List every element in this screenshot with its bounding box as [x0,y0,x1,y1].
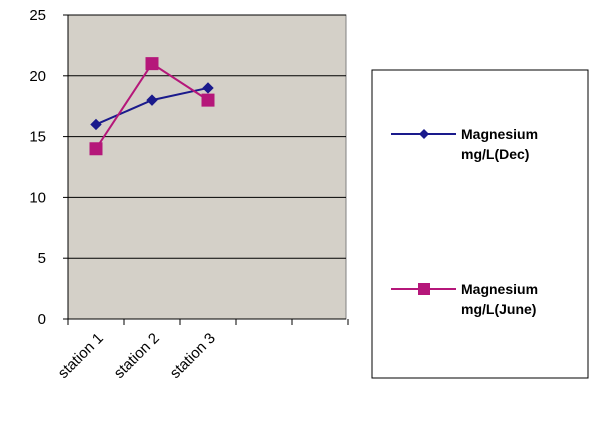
gridlines [68,14,346,259]
legend: Magnesium mg/L(Dec) Magnesium mg/L(June) [371,69,589,379]
y-tick-label: 10 [29,189,46,206]
y-tick-label: 5 [38,250,46,267]
y-tick-label: 0 [38,311,46,328]
y-axis-ticks: 0 5 10 15 20 25 [29,7,68,328]
series-group [89,57,215,156]
data-point-square [145,57,159,71]
x-category-label: station 2 [111,330,163,382]
data-point-square [89,142,103,156]
legend-label: mg/L(June) [461,301,536,317]
legend-marker-square [418,283,430,295]
x-category-label: station 1 [55,330,107,382]
legend-label: mg/L(Dec) [461,146,529,162]
legend-label: Magnesium [461,281,538,297]
legend-label: Magnesium [461,126,538,142]
data-point-diamond [202,82,214,94]
y-tick-label: 25 [29,7,46,24]
data-point-diamond [146,94,158,106]
plot-area [67,14,347,320]
x-axis-ticks: station 1 station 2 station 3 [55,319,349,382]
legend-box [371,69,589,379]
data-point-square [201,93,215,107]
x-category-label: station 3 [167,330,219,382]
y-tick-label: 15 [29,129,46,146]
legend-marker-diamond [419,129,429,139]
axes [67,15,346,320]
data-point-diamond [90,118,102,131]
y-tick-label: 20 [29,68,46,85]
